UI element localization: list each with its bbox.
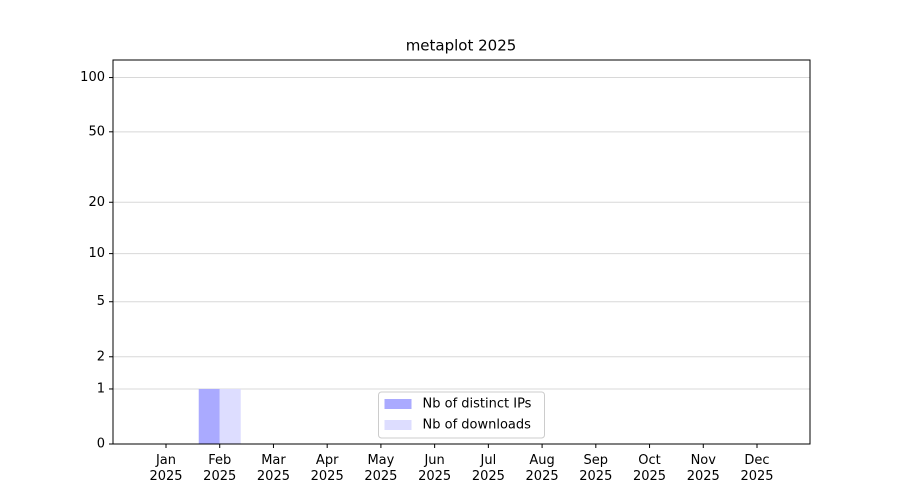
legend-label: Nb of downloads [423, 418, 532, 433]
y-tick-label: 5 [97, 294, 105, 309]
x-tick-label: Sep 2025 [579, 453, 613, 484]
x-tick-label: Nov 2025 [686, 453, 720, 484]
y-tick-label: 10 [88, 246, 105, 261]
legend-box [378, 391, 545, 439]
chart-title: metaplot 2025 [406, 37, 517, 55]
x-tick-label: Dec 2025 [740, 453, 774, 484]
x-tick-label: Mar 2025 [256, 453, 290, 484]
legend: Nb of distinct IPs Nb of downloads [378, 391, 545, 439]
legend-swatch [384, 420, 412, 430]
bar [219, 388, 241, 444]
y-tick-label: 0 [97, 437, 105, 452]
legend-label: Nb of distinct IPs [423, 397, 532, 412]
x-tick-label: Aug 2025 [525, 453, 559, 484]
y-tick-label: 20 [88, 195, 105, 210]
bar [198, 388, 220, 444]
x-tick-label: Jan 2025 [149, 453, 183, 484]
plot-frame [112, 59, 811, 445]
x-tick-label: May 2025 [364, 453, 398, 484]
y-tick-label: 1 [97, 381, 105, 396]
x-tick-label: Jul 2025 [471, 453, 505, 484]
y-tick-label: 2 [97, 349, 105, 364]
x-tick-label: Jun 2025 [418, 453, 452, 484]
legend-swatch [384, 399, 412, 409]
x-tick-label: Oct 2025 [632, 453, 667, 484]
x-tick-label: Feb 2025 [203, 453, 237, 484]
y-tick-label: 50 [88, 124, 105, 139]
y-tick-label: 100 [80, 70, 105, 85]
x-tick-label: Apr 2025 [310, 453, 344, 484]
